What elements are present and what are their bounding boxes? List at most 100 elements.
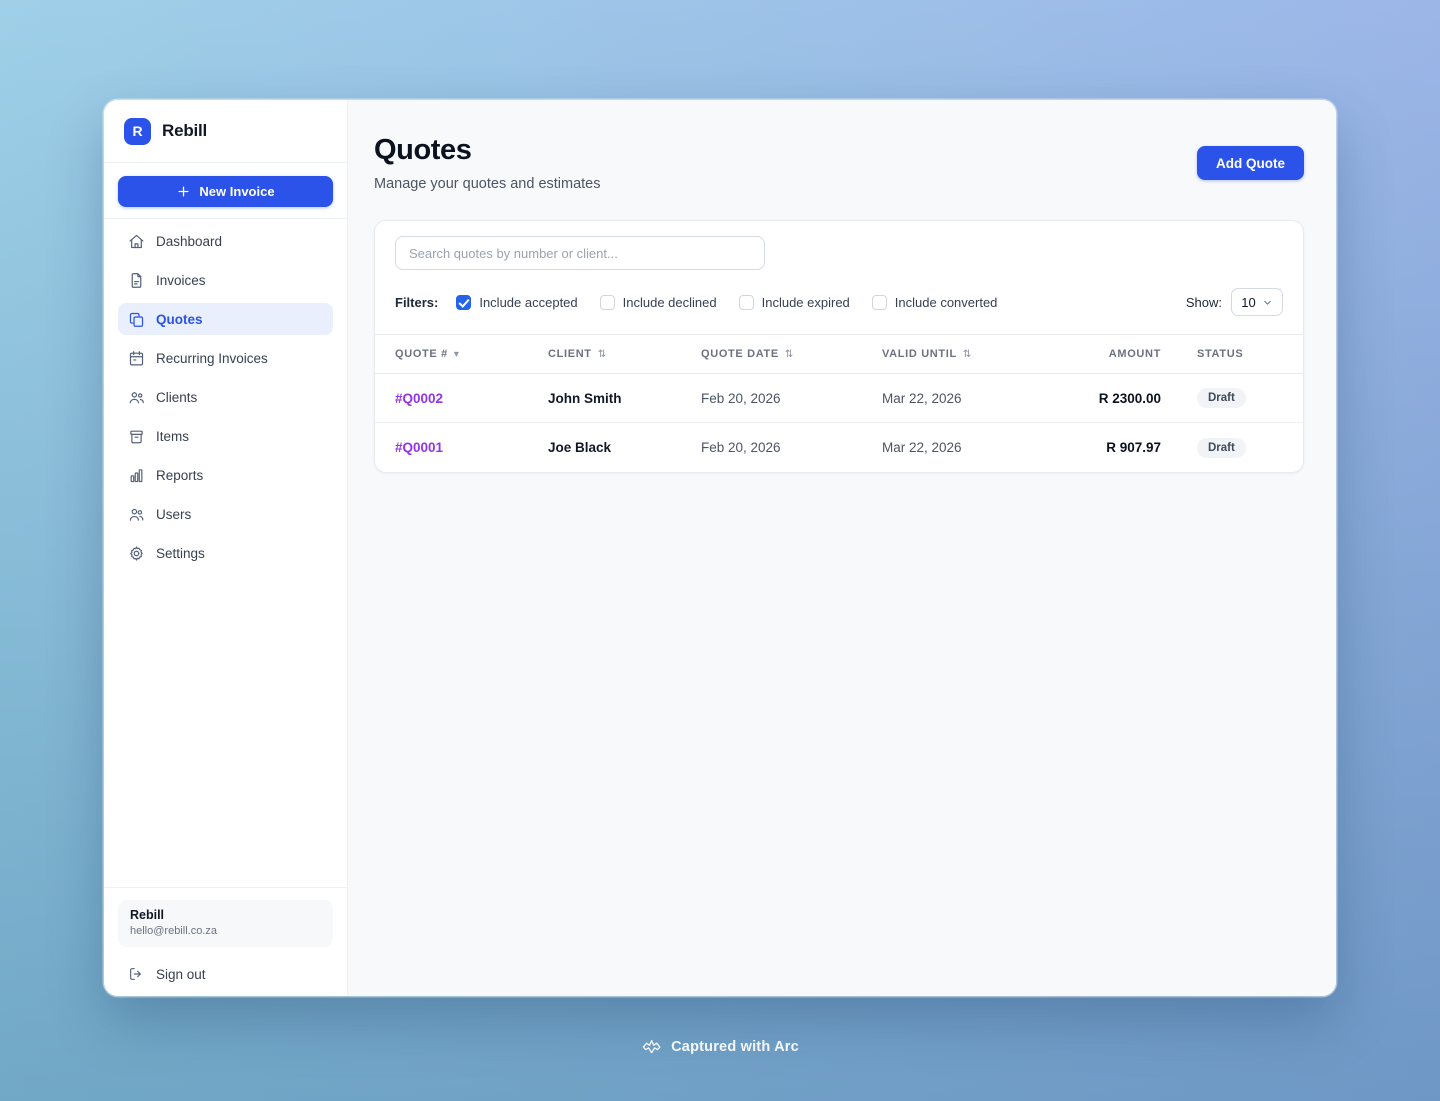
filter-label: Include expired: [761, 294, 850, 310]
pages-icon: [128, 311, 145, 328]
sidebar-item-invoices[interactable]: Invoices: [118, 264, 333, 296]
filter-include-accepted[interactable]: Include accepted: [456, 294, 578, 310]
sort-icon: ⇅: [597, 348, 607, 360]
column-header-status: STATUS: [1197, 348, 1244, 360]
quote-number-link[interactable]: #Q0001: [395, 440, 444, 455]
sidebar-item-label: Settings: [156, 545, 205, 561]
sidebar-action-area: New Invoice: [104, 163, 347, 219]
home-icon: [128, 233, 145, 250]
account-name: Rebill: [130, 908, 165, 922]
sidebar-item-items[interactable]: Items: [118, 420, 333, 452]
sort-desc-icon: ▾: [453, 348, 460, 360]
sidebar-item-label: Invoices: [156, 272, 206, 288]
archive-box-icon: [128, 428, 145, 445]
client-cell: Joe Black: [548, 440, 612, 455]
sort-icon: ⇅: [962, 348, 972, 360]
users-icon: [128, 506, 145, 523]
add-quote-button[interactable]: Add Quote: [1197, 146, 1304, 180]
sidebar-item-users[interactable]: Users: [118, 498, 333, 530]
column-header-quote-date[interactable]: QUOTE DATE ⇅: [701, 348, 794, 360]
status-cell: Draft: [1183, 388, 1283, 408]
sidebar-item-label: Users: [156, 506, 192, 522]
amount-cell: R 2300.00: [1098, 390, 1161, 406]
sign-out-button[interactable]: Sign out: [118, 962, 333, 986]
column-header-quote-number[interactable]: QUOTE # ▾: [395, 348, 460, 360]
brand-logo: R: [124, 117, 151, 145]
table-row[interactable]: #Q0001 Joe Black Feb 20, 2026 Mar 22, 20…: [375, 423, 1303, 472]
filters-row: Filters: Include accepted Include declin…: [395, 288, 1283, 316]
sidebar-item-clients[interactable]: Clients: [118, 381, 333, 413]
sidebar-item-label: Recurring Invoices: [156, 350, 268, 366]
show-label: Show:: [1185, 294, 1222, 310]
valid-until-cell: Mar 22, 2026: [882, 440, 962, 455]
card-toolbar: Filters: Include accepted Include declin…: [375, 221, 1303, 334]
plus-icon: [176, 184, 191, 199]
people-group-icon: [128, 389, 145, 406]
account-email: hello@rebill.co.za: [130, 925, 217, 937]
column-header-amount: AMOUNT: [1108, 348, 1161, 360]
show-select[interactable]: 10: [1231, 288, 1283, 316]
filter-label: Include converted: [894, 294, 998, 310]
table-row[interactable]: #Q0002 John Smith Feb 20, 2026 Mar 22, 2…: [375, 374, 1303, 423]
logout-icon: [128, 966, 144, 982]
filter-include-expired[interactable]: Include expired: [738, 294, 850, 310]
quote-date-cell: Feb 20, 2026: [701, 390, 781, 406]
sidebar: R Rebill New Invoice Dashboard: [104, 100, 348, 996]
client-cell: John Smith: [548, 390, 622, 406]
main-content: Quotes Manage your quotes and estimates …: [348, 100, 1336, 996]
calendar-icon: [128, 350, 145, 367]
sort-icon: ⇅: [784, 348, 794, 360]
column-header-client[interactable]: CLIENT ⇅: [548, 348, 607, 360]
checkbox-include-converted[interactable]: [871, 294, 887, 310]
sidebar-item-label: Items: [156, 428, 190, 444]
search-input[interactable]: [395, 236, 765, 270]
page-subtitle: Manage your quotes and estimates: [374, 176, 601, 192]
new-invoice-label: New Invoice: [199, 184, 275, 199]
quote-number-link[interactable]: #Q0002: [395, 390, 444, 406]
sidebar-item-label: Reports: [156, 467, 204, 483]
brand-header: R Rebill: [104, 100, 347, 163]
quote-date-cell: Feb 20, 2026: [701, 440, 781, 455]
captured-with-arc-label: Captured with Arc: [671, 1038, 799, 1055]
quotes-card: Filters: Include accepted Include declin…: [374, 220, 1304, 473]
filter-include-converted[interactable]: Include converted: [871, 294, 998, 310]
new-invoice-button[interactable]: New Invoice: [118, 176, 333, 207]
sidebar-item-label: Quotes: [156, 311, 203, 327]
checkbox-include-declined[interactable]: [599, 294, 615, 310]
gear-icon: [128, 545, 145, 562]
checkbox-include-expired[interactable]: [738, 294, 754, 310]
sidebar-nav: Dashboard Invoices Quotes Recurring Invo…: [104, 219, 347, 887]
status-cell: Draft: [1183, 437, 1283, 458]
sidebar-item-settings[interactable]: Settings: [118, 537, 333, 569]
column-header-valid-until[interactable]: VALID UNTIL ⇅: [882, 348, 972, 360]
sidebar-item-quotes[interactable]: Quotes: [118, 303, 333, 335]
filter-label: Include accepted: [479, 294, 578, 310]
checkbox-include-accepted[interactable]: [456, 294, 472, 310]
arc-logo-icon: [641, 1036, 662, 1057]
app-window: R Rebill New Invoice Dashboard: [104, 100, 1336, 996]
status-badge: Draft: [1197, 437, 1246, 458]
brand-name: Rebill: [162, 121, 208, 140]
sidebar-item-label: Dashboard: [156, 233, 223, 249]
show-per-page: Show: 10: [1186, 288, 1283, 316]
account-card: Rebill hello@rebill.co.za: [118, 900, 333, 947]
status-badge: Draft: [1197, 388, 1246, 408]
sidebar-footer: Rebill hello@rebill.co.za Sign out: [104, 887, 347, 996]
table-header: QUOTE # ▾ CLIENT ⇅ QUOTE DATE ⇅ VALID UN…: [375, 334, 1303, 374]
show-select-value: 10: [1241, 294, 1256, 310]
filters-label: Filters:: [395, 294, 439, 310]
page-header-text: Quotes Manage your quotes and estimates: [374, 134, 601, 192]
sidebar-item-dashboard[interactable]: Dashboard: [118, 225, 333, 257]
file-text-icon: [128, 272, 145, 289]
amount-cell: R 907.97: [1106, 440, 1161, 455]
sidebar-item-recurring-invoices[interactable]: Recurring Invoices: [118, 342, 333, 374]
bar-chart-icon: [128, 467, 145, 484]
filter-include-declined[interactable]: Include declined: [599, 294, 717, 310]
sign-out-label: Sign out: [156, 966, 206, 982]
chevron-down-icon: [1262, 297, 1273, 308]
filter-label: Include declined: [622, 294, 717, 310]
page-title: Quotes: [374, 134, 472, 166]
sidebar-item-label: Clients: [156, 389, 198, 405]
page-header: Quotes Manage your quotes and estimates …: [374, 134, 1304, 192]
sidebar-item-reports[interactable]: Reports: [118, 459, 333, 491]
